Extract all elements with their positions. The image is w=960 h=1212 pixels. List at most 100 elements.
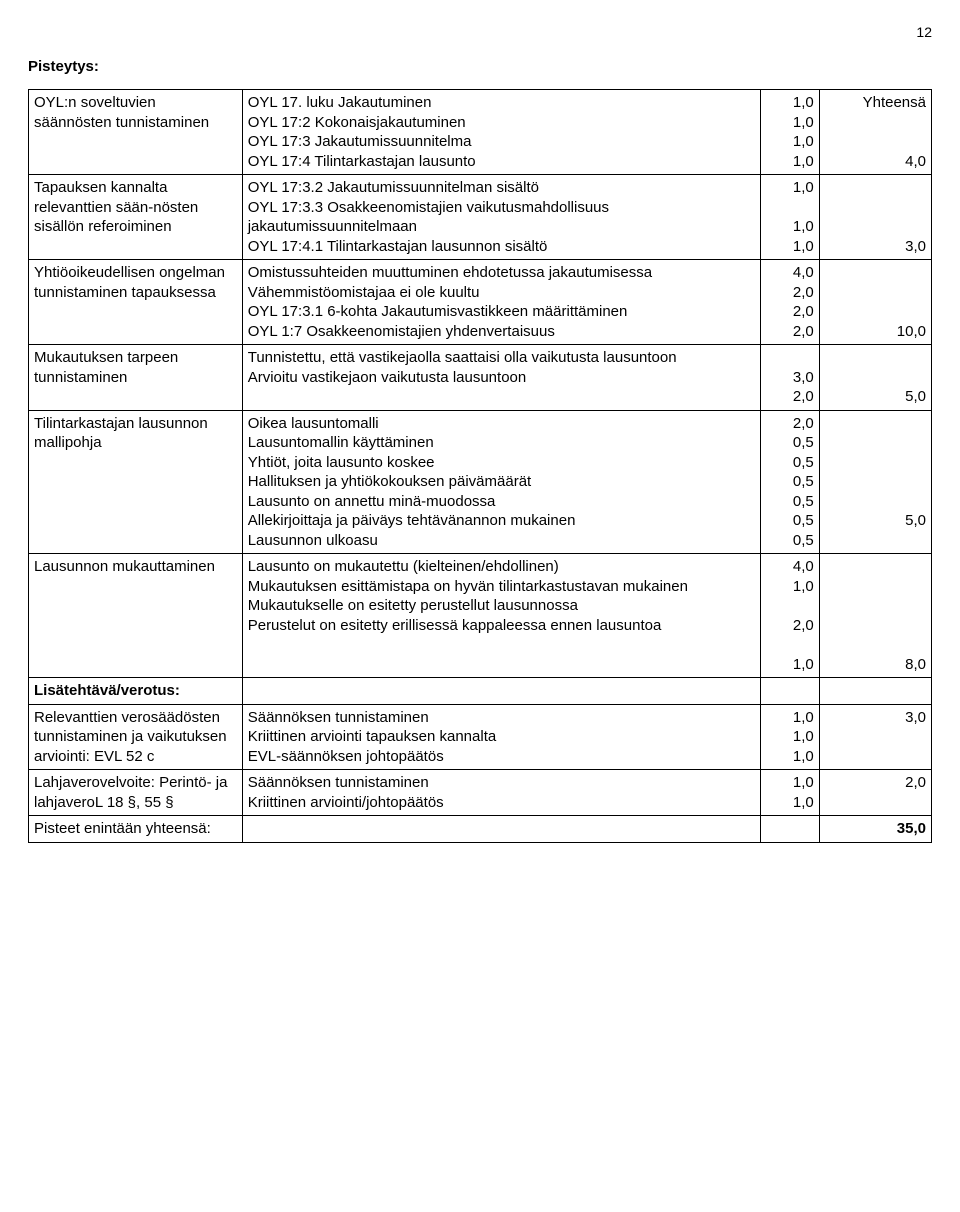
point-value	[766, 635, 814, 655]
heading-pisteytys: Pisteytys:	[28, 58, 932, 75]
total-value: 8,0	[825, 655, 926, 675]
row-label: Tilintarkastajan lausunnon mallipohja	[29, 410, 243, 554]
point-value	[766, 348, 814, 368]
row-total: 3,0	[819, 704, 931, 770]
desc-line: OYL 17:4 Tilintarkastajan lausunto	[248, 152, 755, 172]
desc-line: Säännöksen tunnistaminen	[248, 708, 755, 728]
row-label: Lisätehtävä/verotus:	[29, 678, 243, 705]
row-total: Yhteensä 4,0	[819, 90, 931, 175]
point-value: 4,0	[766, 263, 814, 283]
point-value: 1,0	[766, 747, 814, 767]
row-label: OYL:n soveltuvien säännösten tunnistamin…	[29, 90, 243, 175]
point-value: 2,0	[766, 616, 814, 636]
desc-line: Mukautukselle on esitetty perustellut la…	[248, 596, 755, 616]
row-points: 4,01,0 2,0 1,0	[761, 554, 820, 678]
page-number: 12	[28, 24, 932, 40]
row-points: 1,01,0	[761, 770, 820, 816]
row-total: 8,0	[819, 554, 931, 678]
desc-line: Lausunto on mukautettu (kielteinen/ehdol…	[248, 557, 755, 577]
point-value: 2,0	[766, 302, 814, 322]
desc-line: OYL 17:3.2 Jakautumissuunnitelman sisält…	[248, 178, 755, 198]
desc-line: Säännöksen tunnistaminen	[248, 773, 755, 793]
total-value: 10,0	[825, 322, 926, 342]
point-value: 4,0	[766, 557, 814, 577]
row-label: Tapauksen kannalta relevanttien sään-nös…	[29, 175, 243, 260]
row-descriptions: OYL 17. luku JakautuminenOYL 17:2 Kokona…	[242, 90, 760, 175]
row-total: 10,0	[819, 260, 931, 345]
row-label: Lausunnon mukauttaminen	[29, 554, 243, 678]
total-value: 3,0	[825, 237, 926, 257]
point-value: 1,0	[766, 113, 814, 133]
point-value: 1,0	[766, 727, 814, 747]
desc-line: Lausunnon ulkoasu	[248, 531, 755, 551]
row-descriptions: Lausunto on mukautettu (kielteinen/ehdol…	[242, 554, 760, 678]
row-descriptions	[242, 678, 760, 705]
total-value: 5,0	[825, 387, 926, 407]
desc-line: Hallituksen ja yhtiökokouksen päivämäärä…	[248, 472, 755, 492]
row-label: Relevanttien verosäädösten tunnistaminen…	[29, 704, 243, 770]
desc-line: Lausunto on annettu minä-muodossa	[248, 492, 755, 512]
point-value: 1,0	[766, 237, 814, 257]
row-total: 3,0	[819, 175, 931, 260]
scoring-table: OYL:n soveltuvien säännösten tunnistamin…	[28, 89, 932, 843]
row-total: 2,0	[819, 770, 931, 816]
point-value: 1,0	[766, 708, 814, 728]
row-total: 5,0	[819, 345, 931, 411]
total-value: 5,0	[825, 511, 926, 531]
row-label: Pisteet enintään yhteensä:	[29, 816, 243, 843]
row-points	[761, 816, 820, 843]
desc-line: Allekirjoittaja ja päiväys tehtävänannon…	[248, 511, 755, 531]
point-value: 1,0	[766, 178, 814, 198]
desc-line: Vähemmistöomistajaa ei ole kuultu	[248, 283, 755, 303]
desc-line: OYL 17:4.1 Tilintarkastajan lausunnon si…	[248, 237, 755, 257]
point-value: 1,0	[766, 793, 814, 813]
point-value: 1,0	[766, 217, 814, 237]
row-points	[761, 678, 820, 705]
desc-line: EVL-säännöksen johtopäätös	[248, 747, 755, 767]
total-value: 2,0	[825, 773, 926, 793]
desc-line: Oikea lausuntomalli	[248, 414, 755, 434]
desc-line: Omistussuhteiden muuttuminen ehdotetussa…	[248, 263, 755, 283]
desc-line: Lausuntomallin käyttäminen	[248, 433, 755, 453]
row-points: 4,02,02,02,0	[761, 260, 820, 345]
row-total	[819, 678, 931, 705]
desc-line: Arvioitu vastikejaon vaikutusta lausunto…	[248, 368, 755, 388]
row-points: 2,00,50,50,50,50,50,5	[761, 410, 820, 554]
yhteensa-label: Yhteensä	[825, 93, 926, 113]
point-value: 3,0	[766, 368, 814, 388]
point-value: 0,5	[766, 472, 814, 492]
desc-line: Tunnistettu, että vastikejaolla saattais…	[248, 348, 755, 368]
row-label: Yhtiöoikeudellisen ongelman tunnistamine…	[29, 260, 243, 345]
point-value: 1,0	[766, 152, 814, 172]
point-value: 0,5	[766, 433, 814, 453]
desc-line: Yhtiöt, joita lausunto koskee	[248, 453, 755, 473]
row-points: 1,01,01,0	[761, 704, 820, 770]
row-descriptions: Säännöksen tunnistaminenKriittinen arvio…	[242, 770, 760, 816]
row-total: 5,0	[819, 410, 931, 554]
point-value: 2,0	[766, 322, 814, 342]
point-value: 1,0	[766, 773, 814, 793]
point-value: 1,0	[766, 132, 814, 152]
point-value: 1,0	[766, 577, 814, 597]
total-value: 35,0	[825, 819, 926, 839]
row-label: Mukautuksen tarpeen tunnistaminen	[29, 345, 243, 411]
row-descriptions: OYL 17:3.2 Jakautumissuunnitelman sisält…	[242, 175, 760, 260]
desc-line: Mukautuksen esittämistapa on hyvän tilin…	[248, 577, 755, 597]
desc-line: Perustelut on esitetty erillisessä kappa…	[248, 616, 755, 636]
row-descriptions: Tunnistettu, että vastikejaolla saattais…	[242, 345, 760, 411]
desc-line: OYL 17:2 Kokonaisjakautuminen	[248, 113, 755, 133]
point-value: 2,0	[766, 283, 814, 303]
point-value	[766, 198, 814, 218]
desc-line: Kriittinen arviointi tapauksen kannalta	[248, 727, 755, 747]
row-label: Lahjaverovelvoite: Perintö- ja lahjavero…	[29, 770, 243, 816]
desc-line: OYL 17:3.1 6-kohta Jakautumisvastikkeen …	[248, 302, 755, 322]
point-value: 1,0	[766, 93, 814, 113]
row-descriptions	[242, 816, 760, 843]
point-value: 0,5	[766, 453, 814, 473]
row-descriptions: Omistussuhteiden muuttuminen ehdotetussa…	[242, 260, 760, 345]
desc-line: OYL 17. luku Jakautuminen	[248, 93, 755, 113]
row-points: 1,0 1,01,0	[761, 175, 820, 260]
row-descriptions: Säännöksen tunnistaminenKriittinen arvio…	[242, 704, 760, 770]
total-value: 4,0	[825, 152, 926, 172]
point-value: 2,0	[766, 387, 814, 407]
